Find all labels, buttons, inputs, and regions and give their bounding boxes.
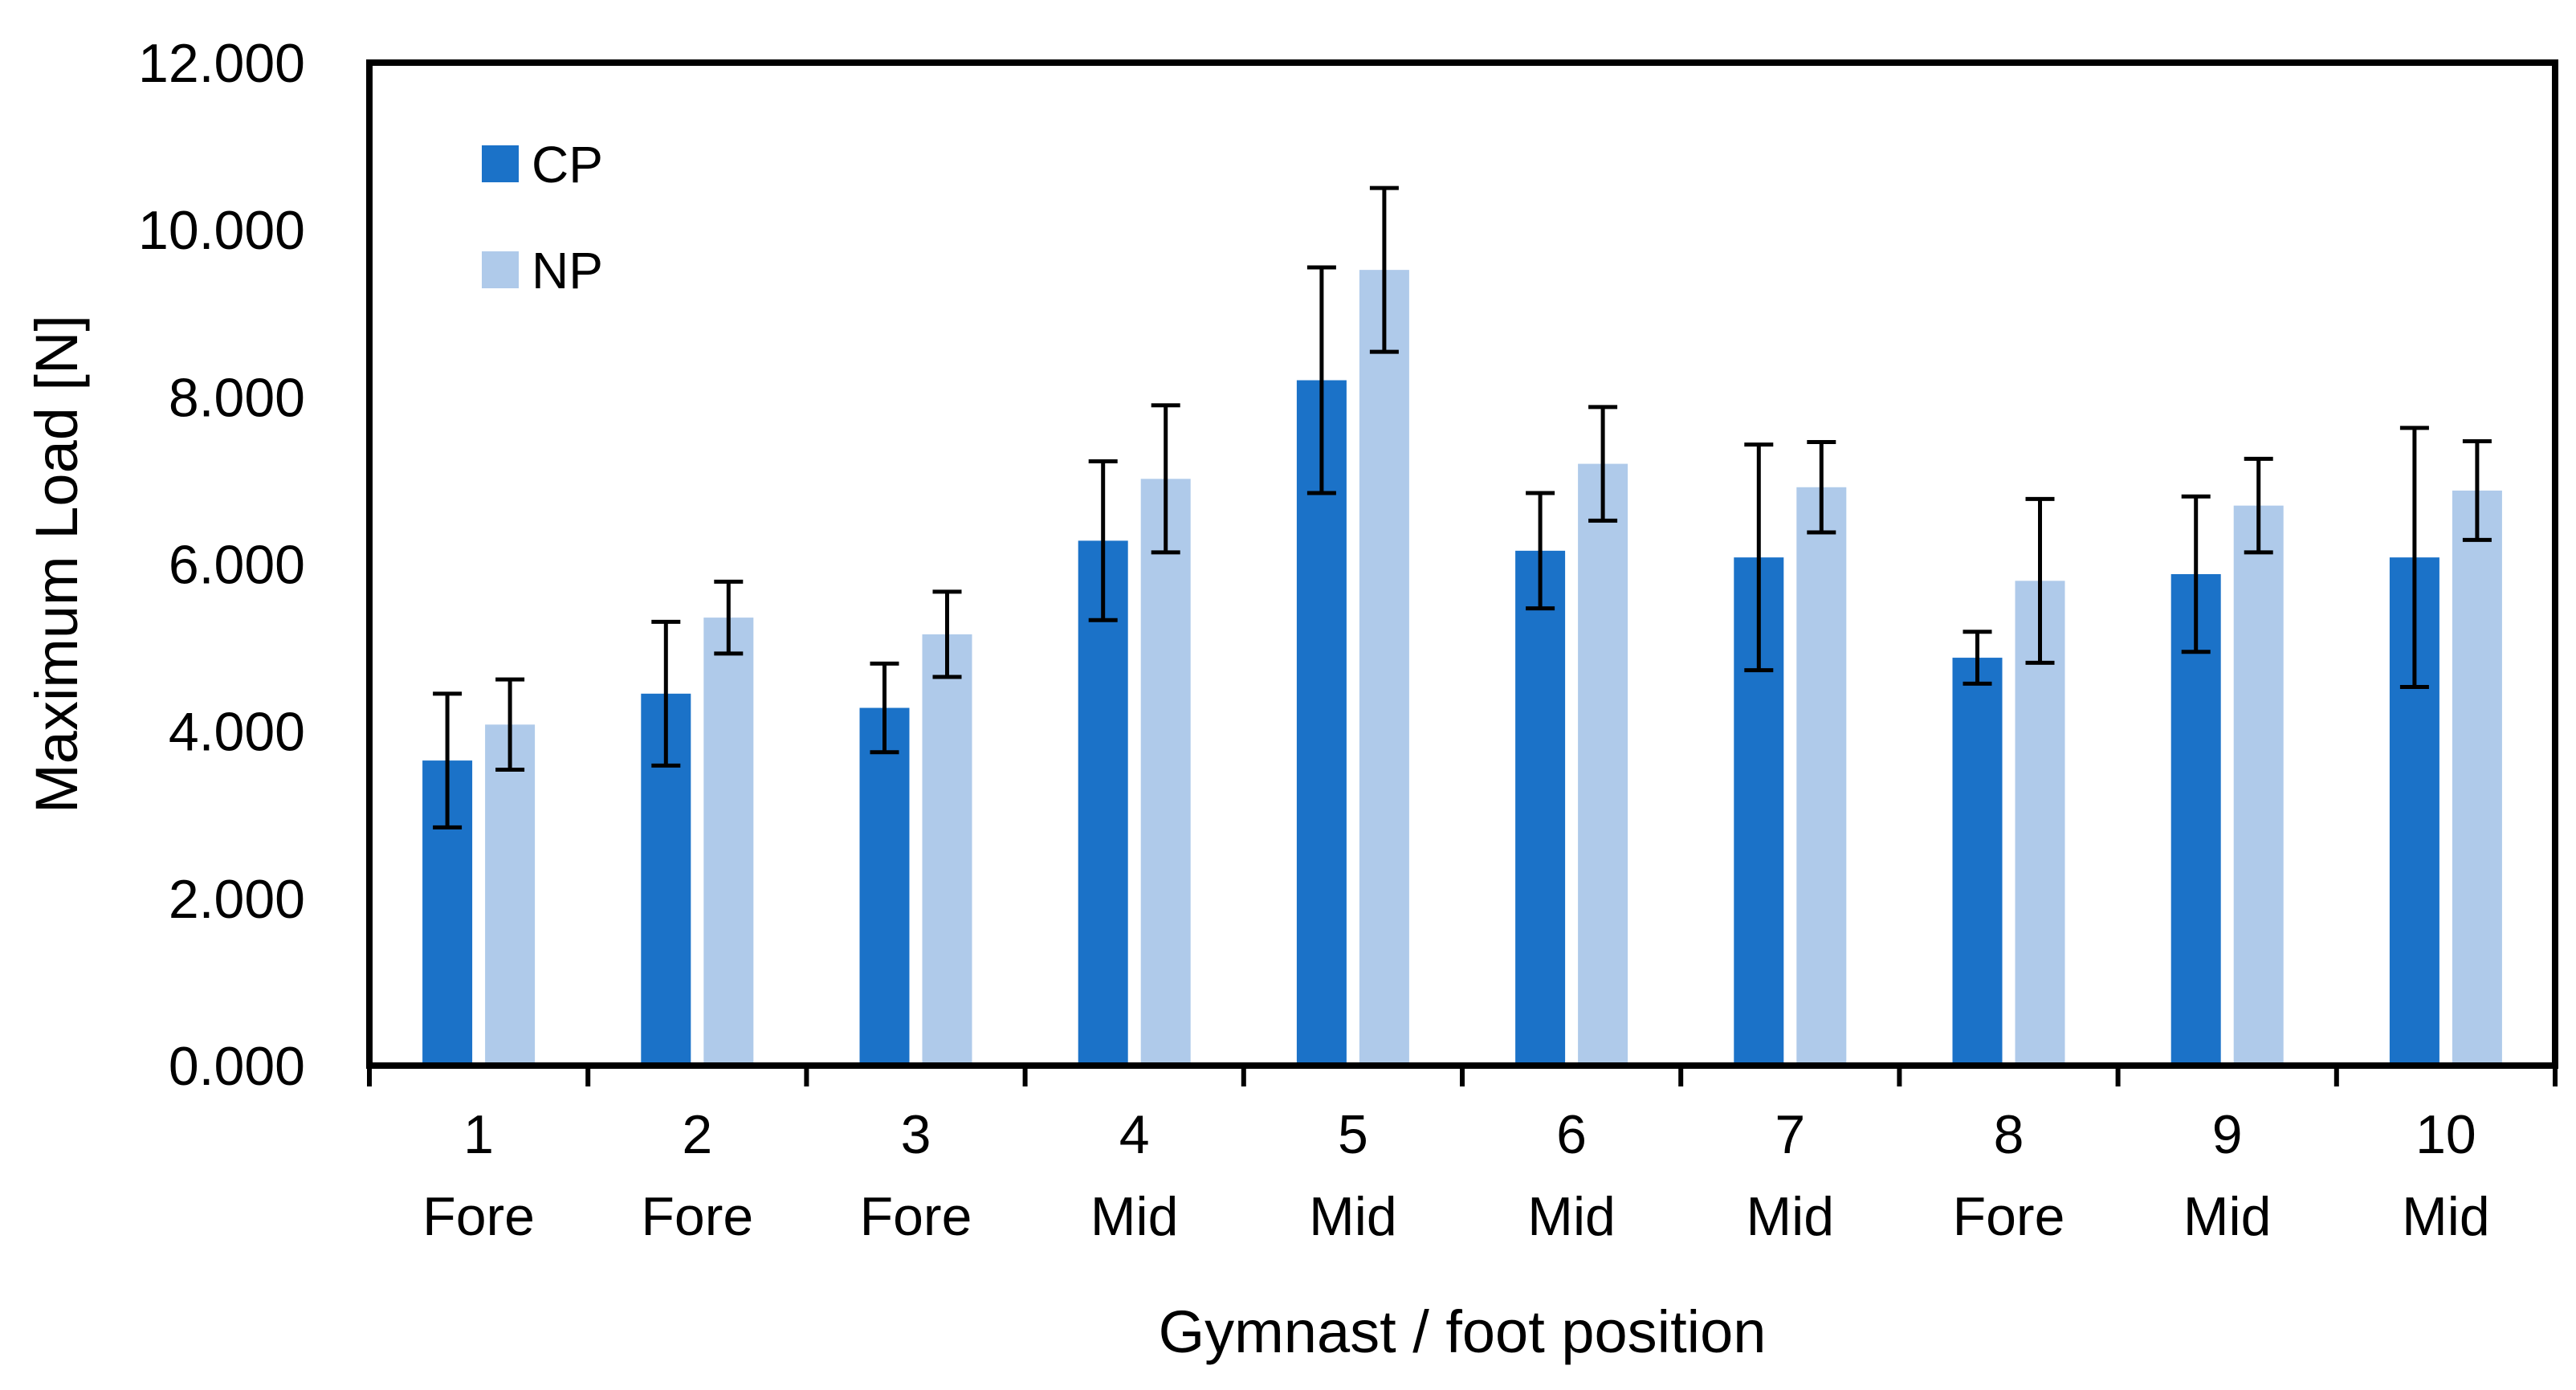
bar-np-1 <box>485 724 536 1066</box>
legend-swatch-cp <box>482 145 519 182</box>
error-bar-np-4 <box>1151 403 1180 555</box>
x-category-gymnast: 4 <box>1119 1104 1150 1165</box>
x-category-gymnast: 8 <box>1994 1104 2024 1165</box>
legend-swatch-np <box>482 251 519 288</box>
error-bar-np-6 <box>1588 405 1618 523</box>
bar-np-3 <box>922 634 972 1066</box>
x-category-gymnast: 7 <box>1775 1104 1805 1165</box>
x-category-position: Fore <box>860 1186 972 1247</box>
x-category-gymnast: 6 <box>1556 1104 1587 1165</box>
y-tick-label: 10.000 <box>138 200 305 261</box>
x-category-gymnast: 5 <box>1338 1104 1368 1165</box>
error-bar-np-1 <box>495 677 525 772</box>
error-bar-np-2 <box>714 579 744 656</box>
plot-frame <box>366 59 2558 1069</box>
error-bar-cp-2 <box>651 619 681 768</box>
error-bar-np-7 <box>1807 440 1836 535</box>
error-bar-np-5 <box>1369 185 1399 354</box>
x-category-position: Mid <box>2183 1186 2272 1247</box>
error-bar-cp-5 <box>1306 265 1336 495</box>
bar-cp-3 <box>859 707 910 1066</box>
bar-np-4 <box>1140 479 1191 1066</box>
x-category-gymnast: 1 <box>463 1104 494 1165</box>
bar-np-10 <box>2452 490 2502 1066</box>
x-category-position: Fore <box>422 1186 535 1247</box>
bar-cp-8 <box>1952 658 2003 1066</box>
error-bars <box>433 185 2492 830</box>
y-axis-title: Maximum Load [N] <box>23 315 90 813</box>
y-tick-label: 2.000 <box>169 869 305 930</box>
error-bar-cp-6 <box>1526 491 1555 611</box>
x-axis-ticks <box>367 1066 2558 1086</box>
error-bar-cp-1 <box>433 691 463 830</box>
x-axis-labels: 1 Fore 2 Fore 3 Fore 4 Mid 5 Mid 6 Mid 7 Mid 8 Fore 9 Mid… <box>422 1104 2490 1247</box>
bar-np-5 <box>1359 270 1409 1066</box>
x-axis-title: Gymnast / foot position <box>1159 1298 1767 1365</box>
error-bar-np-9 <box>2244 456 2273 555</box>
error-bar-cp-8 <box>1963 630 1992 686</box>
bar-cp-9 <box>2170 573 2221 1066</box>
legend-label-cp: CP <box>532 136 603 194</box>
error-bar-cp-3 <box>870 661 899 755</box>
error-bar-np-10 <box>2462 438 2492 542</box>
bar-np-6 <box>1578 463 1628 1066</box>
y-axis-ticks: 0.000 2.000 4.000 6.000 8.000 10.000 12.000 <box>138 33 305 1097</box>
error-bar-np-8 <box>2025 496 2055 665</box>
bars <box>422 270 2502 1066</box>
x-category-position: Fore <box>1953 1186 2065 1247</box>
error-bar-np-3 <box>932 589 962 679</box>
bar-cp-6 <box>1515 550 1566 1066</box>
x-category-position: Fore <box>641 1186 753 1247</box>
y-tick-label: 6.000 <box>169 535 305 596</box>
bar-np-2 <box>703 618 754 1066</box>
legend-label-np: NP <box>532 242 603 300</box>
bar-cp-4 <box>1078 540 1128 1066</box>
y-tick-label: 4.000 <box>169 702 305 763</box>
error-bar-cp-10 <box>2399 426 2429 690</box>
x-category-position: Mid <box>1747 1186 1835 1247</box>
x-category-gymnast: 3 <box>901 1104 931 1165</box>
x-category-position: Mid <box>1527 1186 1616 1247</box>
x-category-position: Mid <box>1090 1186 1179 1247</box>
x-category-gymnast: 10 <box>2415 1104 2476 1165</box>
error-bar-cp-9 <box>2181 494 2211 654</box>
x-category-gymnast: 2 <box>682 1104 712 1165</box>
y-tick-label: 12.000 <box>138 33 305 94</box>
x-category-position: Mid <box>2402 1186 2490 1247</box>
y-tick-label: 0.000 <box>169 1036 305 1097</box>
legend: CP NP <box>482 136 603 300</box>
y-tick-label: 8.000 <box>169 367 305 428</box>
bar-np-9 <box>2233 505 2284 1066</box>
x-category-gymnast: 9 <box>2212 1104 2243 1165</box>
error-bar-cp-7 <box>1744 442 1774 673</box>
error-bar-cp-4 <box>1088 459 1118 622</box>
x-category-position: Mid <box>1309 1186 1397 1247</box>
bar-np-7 <box>1796 487 1847 1066</box>
